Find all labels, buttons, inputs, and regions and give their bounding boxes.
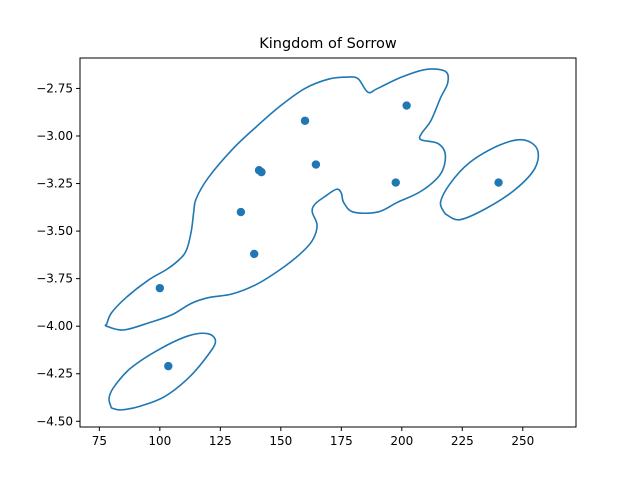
contour-right-region	[439, 138, 540, 221]
y-tick-label: −3.75	[36, 272, 73, 286]
scatter-point	[311, 160, 321, 169]
scatter-point	[391, 178, 400, 187]
scatter-point	[164, 361, 173, 371]
y-axis: −2.75 −3.00 −3.25 −3.50 −3.75 −4.00 −4.25 −4.50	[36, 81, 80, 428]
y-tick-label: −3.00	[36, 129, 73, 143]
x-tick-label: 200	[390, 434, 413, 448]
contour-layer	[104, 68, 540, 411]
scatter-point	[494, 178, 503, 187]
contour-main-region	[104, 68, 450, 331]
x-tick-label: 250	[511, 434, 534, 448]
scatter-point	[155, 283, 165, 293]
scatter-point	[402, 101, 411, 110]
y-tick-label: −3.25	[36, 177, 73, 191]
x-axis: 75 100 125 150 175 200 225 250	[92, 427, 534, 448]
contour-lower-left-region	[108, 332, 217, 411]
scatter-point	[300, 116, 310, 125]
scatter-point	[257, 167, 266, 177]
y-tick-label: −4.25	[36, 367, 73, 381]
chart-title: Kingdom of Sorrow	[259, 36, 397, 52]
x-tick-label: 75	[92, 434, 107, 448]
x-tick-label: 150	[269, 434, 292, 448]
y-tick-label: −4.50	[36, 414, 73, 428]
x-tick-label: 125	[209, 434, 232, 448]
x-tick-label: 100	[148, 434, 171, 448]
y-tick-label: −3.50	[36, 224, 73, 238]
scatter-point	[250, 249, 259, 259]
y-tick-label: −4.00	[36, 319, 73, 333]
scatter-point	[236, 207, 246, 217]
x-tick-label: 175	[330, 434, 353, 448]
y-tick-label: −2.75	[36, 81, 73, 95]
x-tick-label: 225	[451, 434, 474, 448]
point-layer	[155, 101, 503, 371]
axes-frame	[79, 57, 577, 428]
